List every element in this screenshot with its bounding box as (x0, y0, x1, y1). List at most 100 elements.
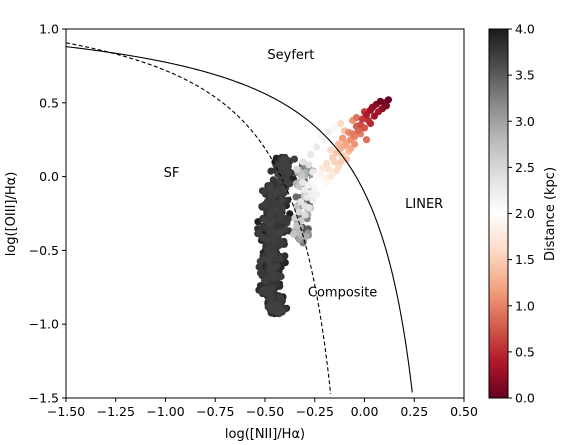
data-point (290, 155, 298, 163)
data-point (266, 220, 274, 228)
data-point (339, 134, 347, 142)
colorbar-tick-label: 1.0 (515, 298, 535, 313)
data-point (305, 161, 313, 169)
data-point (301, 211, 309, 219)
colorbar-label: Distance (kpc) (543, 167, 558, 261)
data-point (261, 200, 269, 208)
data-point (274, 170, 282, 178)
data-point (264, 256, 272, 264)
kewley-solid-curve (66, 46, 413, 393)
data-point (305, 204, 313, 212)
data-point (283, 219, 291, 227)
data-point (272, 308, 280, 316)
data-point (376, 97, 384, 105)
data-point (284, 169, 292, 177)
x-tick-label: −1.25 (97, 404, 135, 419)
region-label: Composite (308, 286, 377, 301)
colorbar-tick-label: 4.0 (515, 22, 535, 37)
data-point (282, 159, 290, 167)
data-point (267, 211, 275, 219)
data-point (266, 250, 274, 258)
data-point (343, 155, 351, 163)
data-point (281, 225, 289, 233)
data-point (317, 131, 325, 139)
data-point (266, 228, 274, 236)
y-tick-label: −1.5 (29, 391, 59, 406)
data-point (356, 121, 365, 129)
data-point (261, 277, 269, 285)
data-point (351, 140, 359, 148)
data-point (327, 146, 335, 154)
data-point (290, 230, 298, 238)
y-tick-label: 1.0 (39, 22, 59, 37)
y-tick-label: −1.0 (29, 317, 59, 332)
data-point (278, 176, 286, 184)
data-point (384, 96, 392, 104)
data-point (295, 208, 303, 216)
data-point (261, 216, 269, 224)
data-point (292, 193, 300, 201)
data-point (271, 237, 279, 246)
data-point (267, 167, 275, 175)
data-point (284, 196, 292, 204)
curves-layer (66, 42, 413, 395)
data-point (297, 198, 305, 206)
x-axis: −1.50 −1.25 −1.00 −0.75 −0.50 −0.25 0.00 0.25 0.… (47, 398, 478, 419)
data-point (256, 269, 265, 277)
data-point (313, 190, 321, 198)
x-tick-label: −0.25 (296, 404, 334, 419)
colorbar-tick-label: 3.5 (515, 68, 535, 83)
colorbar-tick-label: 2.5 (515, 160, 535, 175)
colorbar-tick-label: 2.0 (515, 206, 535, 221)
y-tick-label: 0.0 (39, 169, 59, 184)
x-tick-label: −1.00 (146, 404, 184, 419)
data-point (370, 112, 378, 120)
data-point (278, 307, 286, 315)
data-point (277, 211, 285, 219)
x-axis-label: log([NII]/Hα) (225, 427, 305, 442)
x-tick-label: −1.50 (47, 404, 85, 419)
y-tick-label: 0.5 (39, 95, 59, 110)
data-point (278, 196, 286, 204)
data-point (382, 102, 390, 110)
x-tick-label: 0.00 (351, 404, 379, 419)
x-tick-label: 0.25 (400, 404, 428, 419)
data-point (337, 119, 345, 128)
data-point (264, 289, 272, 297)
data-point (269, 192, 277, 200)
data-point (256, 257, 264, 265)
data-point (331, 124, 339, 132)
data-point (255, 229, 263, 237)
data-point (323, 178, 331, 187)
data-point (286, 180, 294, 188)
data-point (325, 165, 333, 173)
plot-area (65, 28, 465, 399)
data-point (299, 178, 307, 187)
data-point (268, 267, 276, 275)
data-point (366, 119, 375, 128)
data-point (317, 170, 325, 178)
data-point (271, 206, 279, 214)
data-point (259, 223, 267, 231)
data-point (337, 158, 345, 166)
data-point (269, 274, 277, 282)
x-tick-label: −0.50 (246, 404, 284, 419)
data-point (266, 184, 274, 193)
data-point (323, 159, 331, 167)
colorbar-tick-label: 0.0 (515, 391, 535, 406)
data-point (278, 239, 286, 248)
data-point (325, 128, 333, 136)
data-point (313, 143, 321, 151)
colorbar-tick-label: 1.5 (515, 252, 535, 267)
region-label: LINER (405, 197, 443, 212)
data-point (293, 165, 301, 173)
data-point (299, 158, 307, 166)
data-point (280, 185, 288, 193)
data-point (276, 255, 284, 263)
colorbar-tick-label: 0.5 (515, 344, 535, 359)
data-point (298, 173, 306, 181)
data-point (276, 229, 284, 237)
data-point (255, 263, 263, 271)
data-point (349, 130, 357, 138)
